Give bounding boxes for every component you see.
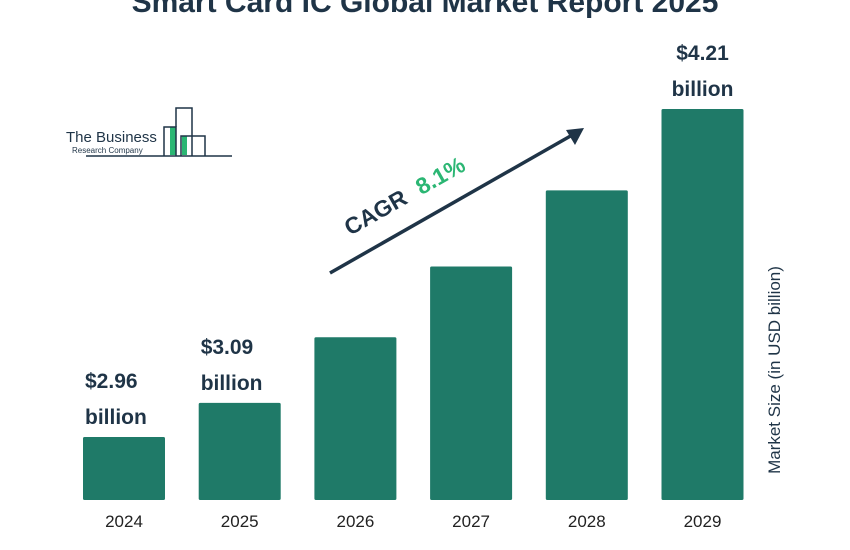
data-label: $4.21: [676, 42, 729, 65]
data-label: billion: [85, 406, 147, 429]
bar-2024: [83, 437, 165, 500]
bar-2029: [661, 109, 744, 500]
bar-2026: [314, 337, 397, 500]
data-label: $3.09: [201, 336, 254, 359]
trend-arrow-line: [329, 132, 575, 275]
x-tick-label: 2024: [105, 512, 143, 531]
chart-title: Smart Card IC Global Market Report 2025: [131, 0, 719, 19]
x-tick-label: 2029: [684, 512, 722, 531]
data-label: $2.96: [85, 370, 138, 393]
arrow-head-icon: [566, 128, 584, 145]
data-label: billion: [672, 78, 734, 101]
bar-2027: [430, 266, 513, 500]
svg-text:The Business: The Business: [66, 129, 157, 146]
x-tick-label: 2027: [452, 512, 490, 531]
x-tick-label: 2025: [221, 512, 259, 531]
bar-2028: [545, 190, 628, 500]
x-tick-label: 2028: [568, 512, 606, 531]
y-axis-label: Market Size (in USD billion): [765, 266, 784, 474]
bar-2025: [198, 402, 281, 500]
logo: The Business Research Company: [66, 107, 232, 157]
svg-text:CAGR 8.1%: CAGR 8.1%: [340, 151, 470, 240]
x-tick-label: 2026: [336, 512, 374, 531]
cagr-value: 8.1%: [411, 151, 469, 200]
data-label: billion: [201, 372, 263, 395]
svg-text:Research Company: Research Company: [72, 146, 143, 155]
